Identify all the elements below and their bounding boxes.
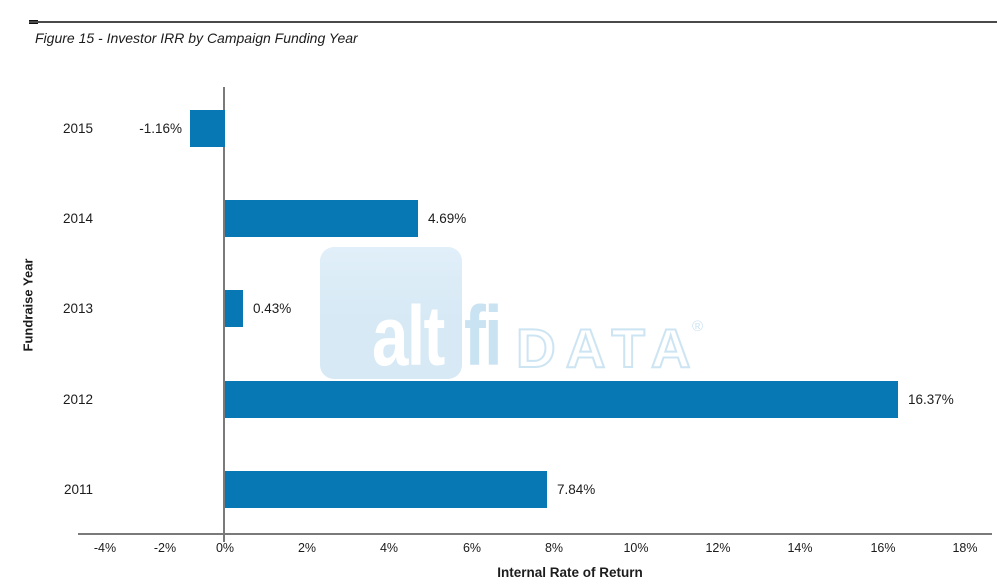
x-tick-label-6pct: 6% bbox=[462, 541, 482, 555]
watermark-data-text: DATA bbox=[515, 316, 701, 379]
category-label-2011: 2011 bbox=[63, 482, 93, 497]
x-tick-label--2pct: -2% bbox=[153, 541, 177, 555]
x-tick-label-4pct: 4% bbox=[379, 541, 399, 555]
value-label-2012: 16.37% bbox=[908, 392, 954, 407]
y-axis-line bbox=[223, 87, 225, 542]
value-label-2011: 7.84% bbox=[557, 482, 596, 497]
value-label-2014: 4.69% bbox=[428, 211, 467, 226]
bar-2012 bbox=[225, 381, 898, 418]
watermark-alt-text: alt bbox=[372, 289, 445, 384]
x-tick-label-18pct: 18% bbox=[952, 541, 978, 555]
x-tick-label-12pct: 12% bbox=[705, 541, 731, 555]
watermark-fi-text: fi bbox=[464, 289, 502, 384]
bar-2011 bbox=[225, 471, 547, 508]
bar-2015 bbox=[190, 110, 225, 147]
category-label-2012: 2012 bbox=[62, 392, 93, 407]
category-label-2015: 2015 bbox=[62, 121, 93, 136]
value-label-2013: 0.43% bbox=[253, 301, 292, 316]
x-tick-label-2pct: 2% bbox=[297, 541, 317, 555]
registered-trademark-icon: ® bbox=[692, 318, 704, 335]
category-label-2014: 2014 bbox=[62, 211, 93, 226]
bar-2013 bbox=[225, 290, 243, 327]
title-rule bbox=[29, 21, 997, 23]
x-tick-label-14pct: 14% bbox=[787, 541, 813, 555]
x-tick-label--4pct: -4% bbox=[93, 541, 117, 555]
category-label-2013: 2013 bbox=[62, 301, 93, 316]
x-tick-label-0pct: 0% bbox=[215, 541, 235, 555]
value-label-2015: -1.16% bbox=[139, 121, 182, 136]
x-axis-line bbox=[78, 533, 992, 535]
x-tick-label-8pct: 8% bbox=[544, 541, 564, 555]
bar-2014 bbox=[225, 200, 418, 237]
x-axis-title: Internal Rate of Return bbox=[497, 565, 643, 580]
x-tick-label-16pct: 16% bbox=[870, 541, 896, 555]
chart-title: Figure 15 - Investor IRR by Campaign Fun… bbox=[35, 30, 358, 46]
y-axis-title-text: Fundraise Year bbox=[20, 258, 36, 352]
watermark-square bbox=[320, 247, 462, 379]
x-tick-label-10pct: 10% bbox=[623, 541, 649, 555]
